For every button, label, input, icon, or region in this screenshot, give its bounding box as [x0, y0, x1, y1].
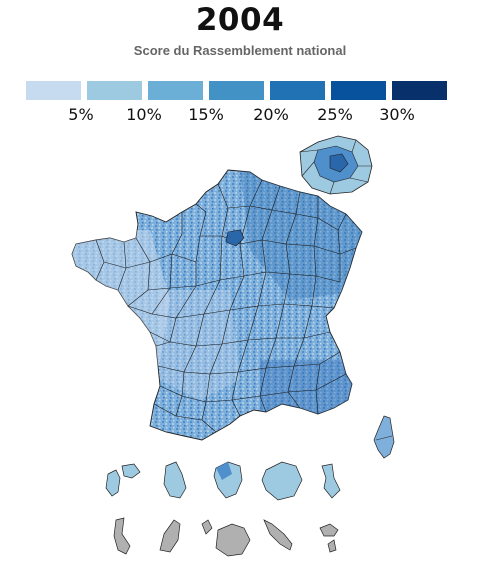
legend-tick-25: 25%: [317, 105, 353, 124]
department-borders: [95, 179, 357, 433]
saint-pierre-et-miquelon: [113, 517, 131, 555]
paris-area: [225, 229, 245, 247]
wallis-et-futuna: [159, 519, 181, 553]
legend-tick-5: 5%: [68, 105, 94, 124]
mayotte: [321, 463, 341, 499]
legend-swatch-2: [87, 81, 142, 100]
overseas-row-1: [105, 461, 341, 501]
legend-tick-20: 20%: [253, 105, 289, 124]
saint-martin: [319, 523, 339, 553]
legend-tick-10: 10%: [126, 105, 162, 124]
ile-de-france-inset: [299, 135, 373, 195]
metropole: [71, 169, 363, 441]
legend-swatch-6: [331, 81, 386, 100]
legend-swatch-4: [209, 81, 264, 100]
polynesie: [201, 519, 251, 557]
legend-tick-30: 30%: [379, 105, 415, 124]
legend-swatch-1: [26, 81, 81, 100]
overseas-row-2: [113, 517, 339, 557]
martinique: [163, 461, 187, 499]
legend-swatch-3: [148, 81, 203, 100]
legend-tick-15: 15%: [188, 105, 224, 124]
nouvelle-caledonie: [263, 519, 293, 551]
la-reunion: [261, 461, 303, 501]
map-title: 2004: [195, 2, 285, 38]
color-legend: 5% 10% 15% 20% 25% 30%: [0, 0, 480, 130]
legend-swatch-5: [270, 81, 325, 100]
guyane-shading: [216, 462, 232, 480]
map-subtitle: Score du Rassemblement national: [133, 43, 347, 58]
guadeloupe: [105, 463, 141, 497]
corsica: [373, 415, 395, 459]
legend-swatch-7: [392, 81, 447, 100]
